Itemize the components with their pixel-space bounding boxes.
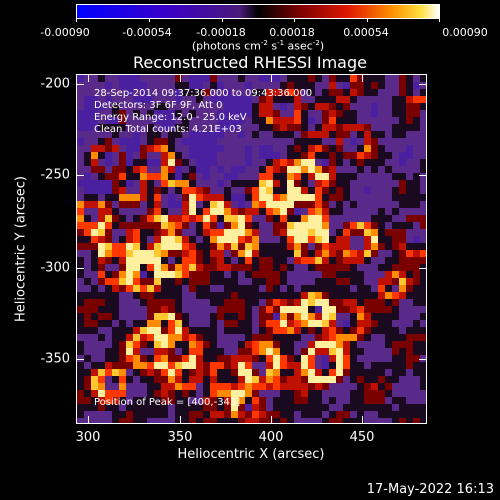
x-tick (88, 75, 89, 82)
x-tick-label: 350 (167, 430, 193, 445)
info-detectors: Detectors: 3F 6F 9F, Att 0 (94, 100, 223, 111)
x-tick (362, 416, 363, 423)
y-tick (419, 359, 426, 360)
y-tick-label: -200 (40, 76, 70, 92)
colorbar-tick (222, 18, 223, 22)
colorbar-tick (76, 18, 77, 22)
colorbar-tick-label: 0.00090 (442, 26, 488, 39)
colorbar-tick-label: 0.00018 (269, 26, 315, 39)
x-axis-label: Heliocentric X (arcsec) (177, 447, 325, 462)
x-tick-label: 400 (258, 430, 284, 445)
x-tick (362, 75, 363, 82)
x-tick (271, 75, 272, 82)
heatmap-image (77, 75, 426, 423)
peak-position-label: Position of Peak = [400,-343] (94, 397, 241, 408)
x-tick (88, 416, 89, 423)
y-tick (77, 84, 84, 85)
colorbar-tick (439, 18, 440, 22)
colorbar-tick-label: -0.00018 (196, 26, 246, 39)
x-tick-label: 300 (75, 430, 101, 445)
colorbar-tick-label: -0.00054 (122, 26, 172, 39)
info-energy-range: Energy Range: 12.0 - 25.0 keV (94, 112, 247, 123)
x-tick-label: 450 (349, 430, 375, 445)
plot-title: Reconstructed RHESSI Image (133, 53, 367, 72)
y-tick (77, 175, 84, 176)
y-tick (77, 359, 84, 360)
y-tick (419, 175, 426, 176)
y-tick (419, 268, 426, 269)
colorbar-tick (149, 18, 150, 22)
colorbar-tick-label: 0.00054 (343, 26, 389, 39)
colorbar-tick (367, 18, 368, 22)
y-tick-label: -250 (40, 167, 70, 183)
plot-area (76, 74, 427, 424)
x-tick (271, 416, 272, 423)
y-tick-label: -350 (40, 351, 70, 367)
colorbar-unit-label: (photons cm-2 s-1 asec-2) (191, 39, 325, 53)
info-time-range: 28-Sep-2014 09:37:36.000 to 09:43:36.000 (94, 88, 313, 99)
colorbar-tick (294, 18, 295, 22)
y-tick-label: -300 (40, 260, 70, 276)
x-tick (180, 75, 181, 82)
y-axis-label: Heliocentric Y (arcsec) (13, 176, 29, 322)
colorbar (76, 4, 440, 19)
colorbar-tick-label: -0.00090 (40, 26, 90, 39)
y-tick (419, 84, 426, 85)
x-tick (180, 416, 181, 423)
footer-timestamp: 17-May-2022 16:13 (366, 482, 494, 497)
y-tick (77, 268, 84, 269)
info-counts: Clean Total counts: 4.21E+03 (94, 124, 242, 135)
